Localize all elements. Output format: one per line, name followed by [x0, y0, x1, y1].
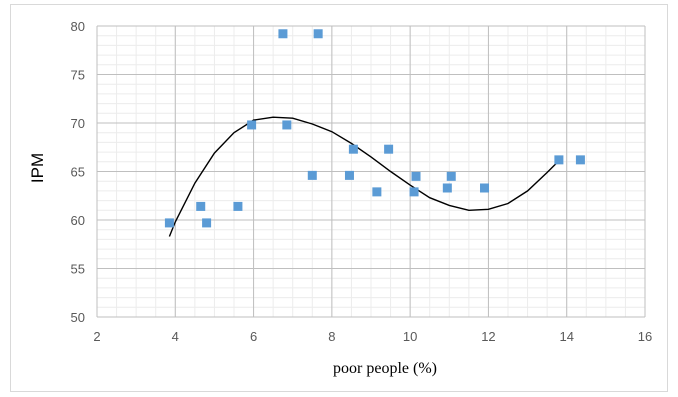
scatter-chart: 2 4 6 8 10 12 14 16 50 55 60 65 70 75 80 IPM poor peo…: [28, 19, 652, 377]
x-tick-label: 4: [172, 329, 179, 344]
x-tick-label: 8: [328, 329, 335, 344]
data-point: [344, 170, 354, 180]
data-point: [233, 201, 243, 211]
x-tick-label: 2: [93, 329, 100, 344]
x-tick-label: 14: [559, 329, 573, 344]
y-tick-label: 80: [71, 19, 85, 34]
data-point: [480, 183, 490, 193]
data-point: [202, 218, 212, 228]
trendline: [168, 116, 560, 237]
y-tick-label: 65: [71, 165, 85, 180]
data-point: [164, 218, 174, 228]
x-axis-title: poor people (%): [333, 360, 437, 377]
data-point: [307, 170, 317, 180]
data-point: [554, 155, 564, 165]
data-point: [411, 171, 421, 181]
x-tick-label: 6: [250, 329, 257, 344]
y-tick-label: 75: [71, 68, 85, 83]
data-point: [384, 144, 394, 154]
x-tick-labels: 2 4 6 8 10 12 14 16: [93, 329, 652, 344]
x-tick-label: 12: [481, 329, 495, 344]
y-tick-label: 60: [71, 213, 85, 228]
data-point: [247, 120, 257, 130]
data-point: [575, 155, 585, 165]
data-point: [278, 29, 288, 39]
data-point: [409, 187, 419, 197]
y-tick-labels: 50 55 60 65 70 75 80: [71, 19, 85, 325]
x-tick-label: 16: [638, 329, 652, 344]
data-point: [372, 187, 382, 197]
chart-area: 2 4 6 8 10 12 14 16 50 55 60 65 70 75 80 IPM poor peo…: [10, 4, 668, 392]
data-point: [348, 144, 358, 154]
y-tick-label: 50: [71, 310, 85, 325]
data-point: [446, 171, 456, 181]
data-points: [164, 29, 585, 228]
x-tick-label: 10: [403, 329, 417, 344]
data-point: [313, 29, 323, 39]
data-point: [282, 120, 292, 130]
data-point: [442, 183, 452, 193]
y-tick-label: 70: [71, 116, 85, 131]
data-point: [196, 201, 206, 211]
major-gridlines: [96, 25, 646, 318]
y-tick-label: 55: [71, 262, 85, 277]
y-axis-title: IPM: [28, 153, 47, 183]
